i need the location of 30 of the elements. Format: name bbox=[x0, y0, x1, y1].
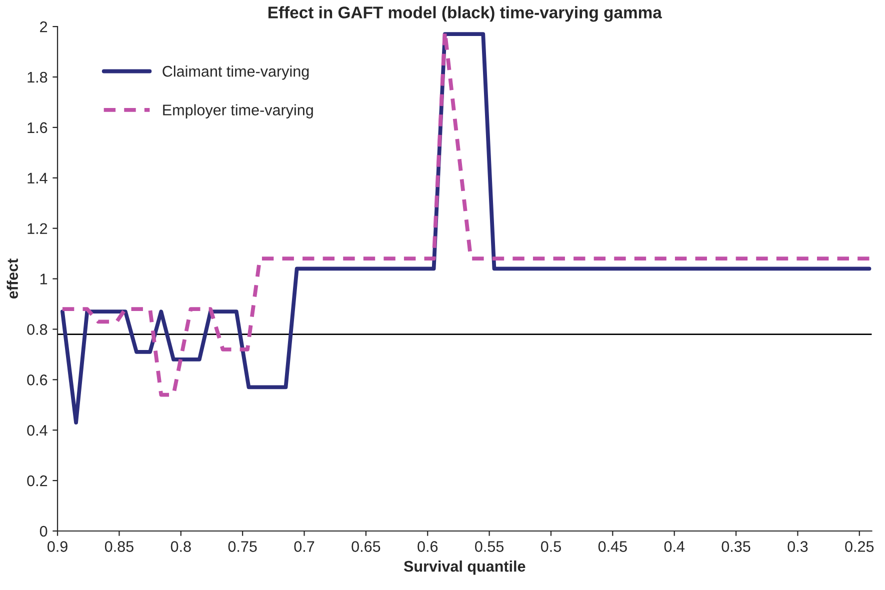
x-tick-label: 0.6 bbox=[418, 541, 438, 552]
x-tick-label: 0.85 bbox=[104, 541, 134, 552]
x-tick-label: 0.9 bbox=[48, 541, 68, 552]
x-tick-label: 0.7 bbox=[294, 541, 314, 552]
y-tick-label: 0.8 bbox=[27, 324, 48, 335]
legend-label: Claimant time-varying bbox=[162, 66, 309, 80]
y-tick-label: 0.2 bbox=[27, 475, 48, 486]
y-tick-label: 1.2 bbox=[28, 223, 48, 234]
y-tick-label: 1.6 bbox=[28, 122, 48, 134]
y-tick-label: 0 bbox=[40, 526, 48, 537]
chart-title: Effect in GAFT model (black) time-varying gamma bbox=[268, 6, 662, 22]
y-tick-label: 0.6 bbox=[27, 374, 48, 386]
x-tick-label: 0.4 bbox=[664, 541, 685, 552]
x-tick-label: 0.65 bbox=[352, 541, 380, 552]
x-tick-label: 0.3 bbox=[788, 541, 808, 552]
y-tick-label: 1 bbox=[40, 274, 48, 284]
y-axis-title: effect bbox=[6, 258, 18, 299]
y-tick-label: 2 bbox=[40, 21, 48, 32]
y-tick-label: 1.8 bbox=[28, 72, 48, 83]
y-tick-label: 1.4 bbox=[28, 172, 48, 184]
x-tick-label: 0.55 bbox=[475, 541, 504, 552]
x-tick-label: 0.8 bbox=[170, 541, 191, 552]
x-tick-label: 0.5 bbox=[540, 541, 561, 552]
x-tick-label: 0.25 bbox=[845, 541, 874, 552]
x-tick-label: 0.35 bbox=[722, 541, 750, 552]
x-tick-label: 0.75 bbox=[228, 541, 257, 552]
legend-label: Employer time-varying bbox=[163, 104, 313, 118]
x-tick-label: 0.45 bbox=[598, 541, 627, 552]
x-axis-title: Survival quantile bbox=[404, 560, 526, 575]
y-tick-label: 0.4 bbox=[27, 424, 48, 436]
